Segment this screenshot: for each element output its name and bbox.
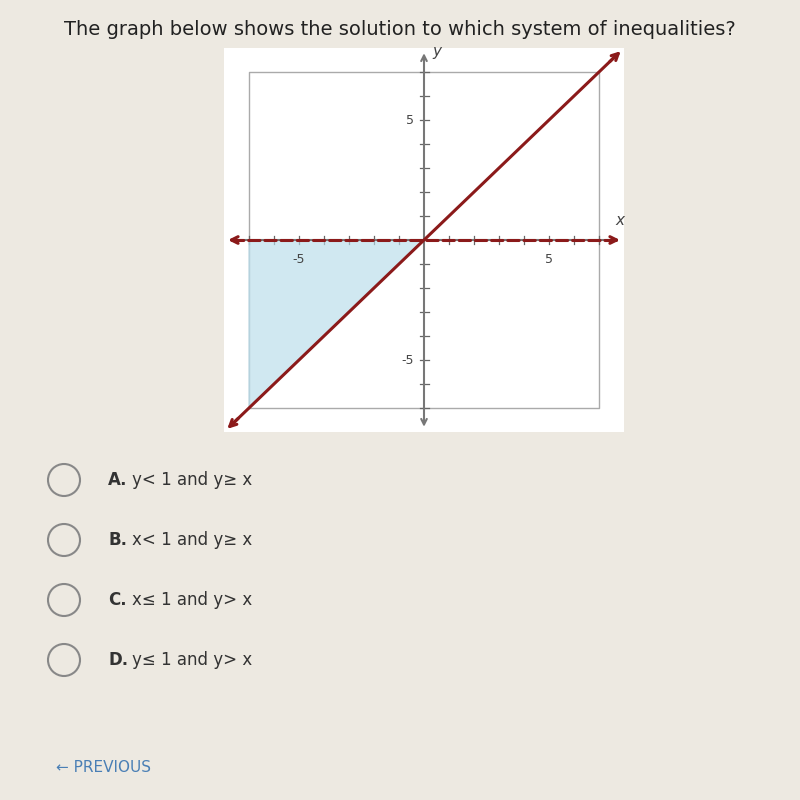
Text: x: x [616,213,625,228]
Text: ← PREVIOUS: ← PREVIOUS [56,761,151,775]
Text: y: y [433,44,442,59]
Text: B.: B. [108,531,127,549]
Text: A.: A. [108,471,127,489]
Text: -5: -5 [402,354,414,366]
Polygon shape [249,240,424,408]
Text: y≤ 1 and y> x: y≤ 1 and y> x [132,651,252,669]
Text: -5: -5 [293,253,306,266]
Text: x≤ 1 and y> x: x≤ 1 and y> x [132,591,252,609]
Text: C.: C. [108,591,126,609]
Text: x< 1 and y≥ x: x< 1 and y≥ x [132,531,252,549]
Text: 5: 5 [406,114,414,126]
Text: D.: D. [108,651,128,669]
Text: 5: 5 [545,253,553,266]
Text: The graph below shows the solution to which system of inequalities?: The graph below shows the solution to wh… [64,20,736,39]
Text: y< 1 and y≥ x: y< 1 and y≥ x [132,471,252,489]
